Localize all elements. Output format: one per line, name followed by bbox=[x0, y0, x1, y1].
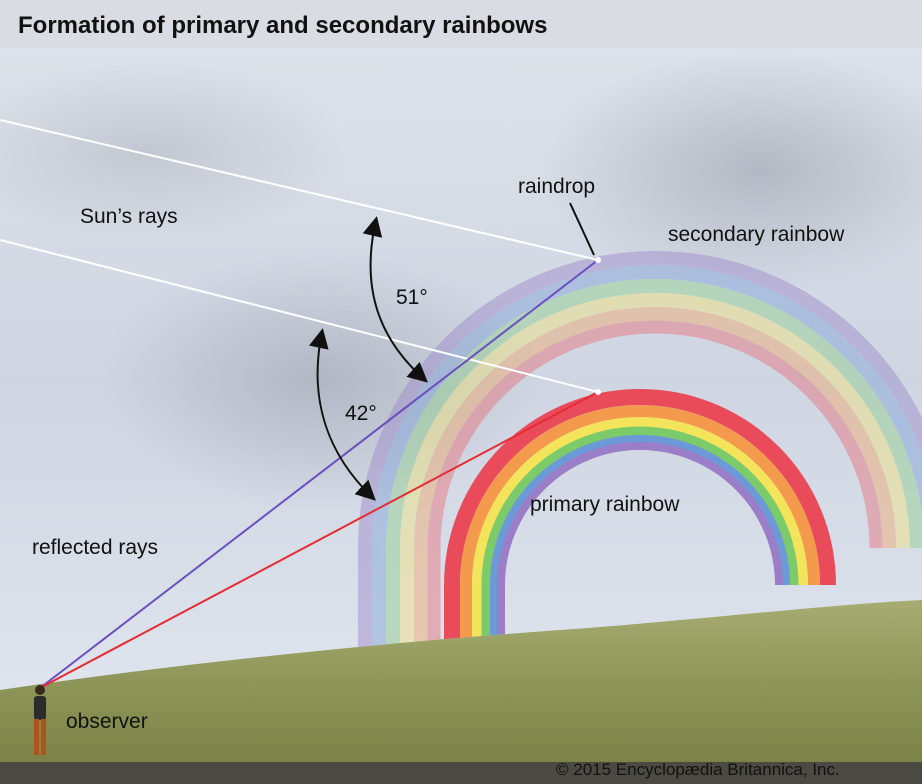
label: 42° bbox=[345, 402, 377, 425]
label: 51° bbox=[396, 286, 428, 309]
diagram: Formation of primary and secondary rainb… bbox=[0, 0, 922, 784]
label: observer bbox=[66, 710, 148, 733]
page: Formation of primary and secondary rainb… bbox=[0, 0, 922, 784]
raindrop bbox=[595, 389, 601, 395]
credit: © 2015 Encyclopædia Britannica, Inc. bbox=[556, 760, 840, 779]
label: reflected rays bbox=[32, 536, 158, 559]
label: primary rainbow bbox=[530, 493, 680, 516]
label: Sun’s rays bbox=[80, 205, 178, 228]
raindrop bbox=[595, 257, 601, 263]
title: Formation of primary and secondary rainb… bbox=[18, 12, 547, 39]
label: raindrop bbox=[518, 175, 595, 198]
label: secondary rainbow bbox=[668, 223, 845, 246]
